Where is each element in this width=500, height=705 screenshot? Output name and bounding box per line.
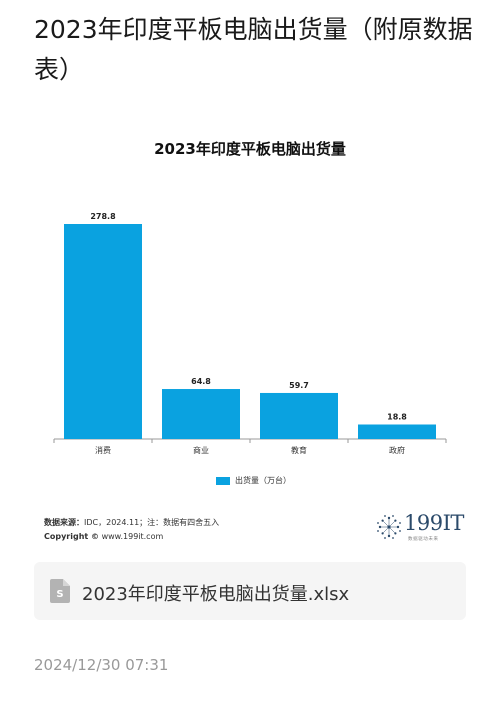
copyright-label: Copyright © [44, 532, 100, 541]
svg-text:S: S [56, 589, 63, 600]
category-label-2: 教育 [291, 445, 307, 455]
post-timestamp: 2024/12/30 07:31 [34, 656, 169, 674]
copyright-text: www.199it.com [99, 532, 164, 541]
data-label-1: 64.8 [191, 377, 211, 386]
logo-subtext: 数据驱动未来 [408, 537, 439, 542]
legend-label: 出货量（万台） [235, 476, 291, 485]
logo-text: 199IT [404, 511, 464, 535]
199it-logo: 199IT 数据驱动未来 [374, 510, 464, 546]
bar-2 [260, 392, 338, 439]
data-label-0: 278.8 [90, 212, 116, 221]
bar-0 [64, 224, 142, 439]
bar-chart: 278.8 消费 64.8 商业 59.7 教育 18.8 政府 [53, 212, 447, 455]
chart-legend: 出货量（万台） [216, 475, 291, 486]
spreadsheet-file-icon: S [50, 579, 70, 603]
copyright: Copyright © www.199it.com [44, 532, 163, 541]
data-label-3: 18.8 [387, 413, 407, 422]
data-label-2: 59.7 [289, 381, 309, 390]
source-label: 数据来源： [44, 518, 84, 527]
legend-swatch [216, 476, 230, 485]
source-text: IDC，2024.11；注：数据有四舍五入 [84, 518, 220, 527]
category-label-0: 消费 [95, 445, 111, 455]
category-label-3: 政府 [389, 445, 405, 455]
file-name: 2023年印度平板电脑出货量.xlsx [82, 584, 350, 605]
category-label-1: 商业 [193, 445, 209, 455]
bar-1 [162, 389, 240, 439]
article-title: 2023年印度平板电脑出货量（附原数据表） [34, 15, 473, 84]
attachment-file-card[interactable]: S 2023年印度平板电脑出货量.xlsx [34, 562, 466, 620]
data-source: 数据来源：IDC，2024.11；注：数据有四舍五入 [44, 517, 219, 528]
chart-title: 2023年印度平板电脑出货量 [154, 140, 346, 158]
chart-image: 2023年印度平板电脑出货量 278.8 消费 64.8 商业 59.7 教育 18.8 政府… [34, 120, 466, 550]
bar-3 [358, 424, 436, 439]
dandelion-logo-icon [377, 515, 401, 539]
